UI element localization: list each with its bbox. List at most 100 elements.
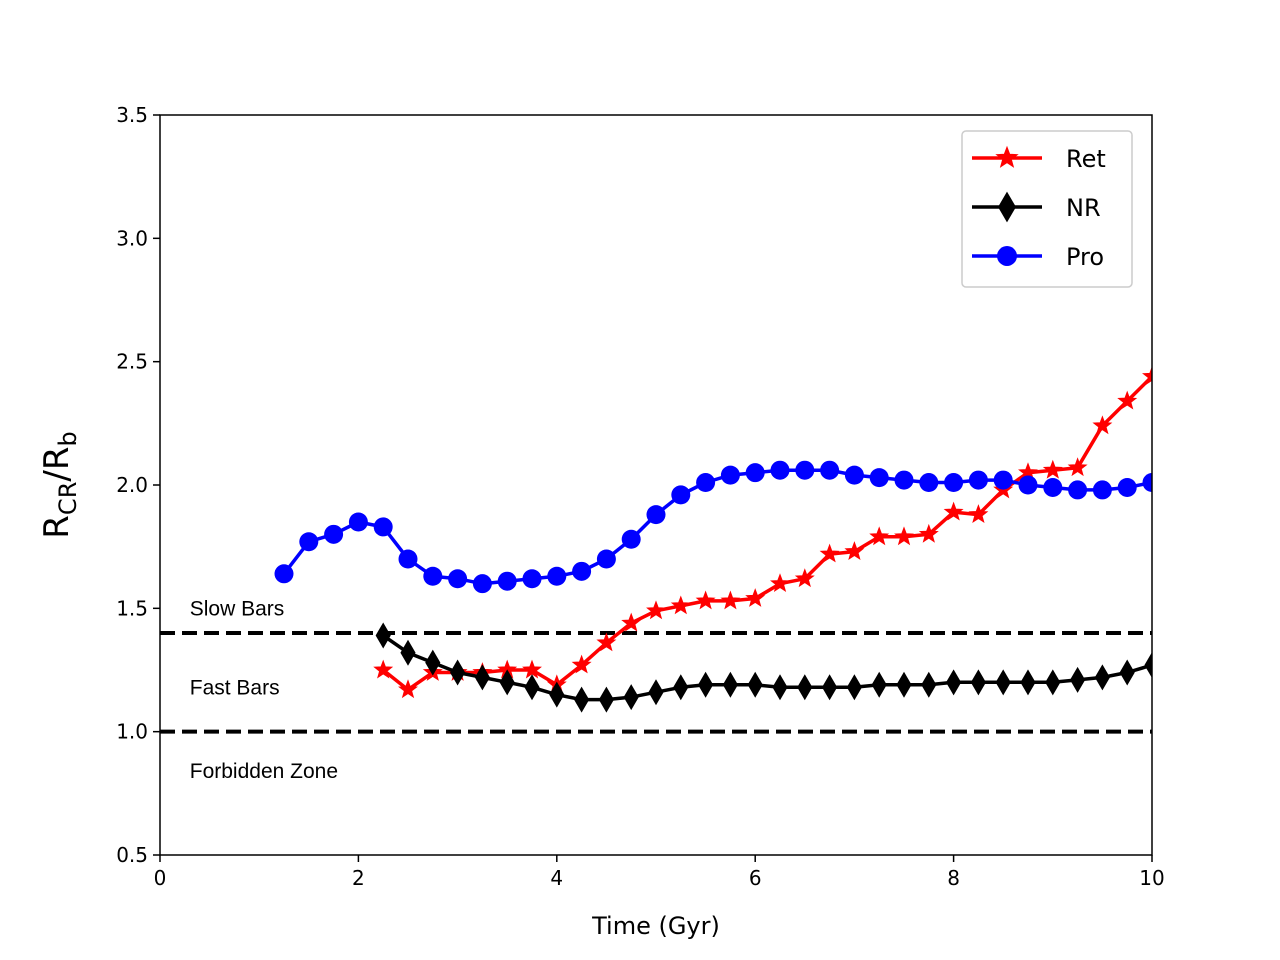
data-point-pro — [497, 571, 517, 591]
data-point-ret — [1142, 366, 1152, 385]
data-point-pro — [547, 566, 567, 586]
data-point-nr — [921, 671, 937, 698]
data-point-nr — [648, 679, 664, 706]
data-point-nr — [1094, 664, 1110, 691]
x-tick-label: 2 — [352, 866, 365, 890]
y-axis-title: RCR/Rb — [37, 431, 82, 538]
data-point-pro — [770, 460, 790, 480]
x-tick-label: 6 — [749, 866, 762, 890]
series-ret — [373, 366, 1152, 699]
legend: Ret NR Pro — [961, 130, 1133, 288]
data-point-nr — [1119, 659, 1135, 686]
data-point-pro — [968, 470, 988, 490]
legend-label: Pro — [1066, 243, 1104, 271]
data-point-ret — [398, 679, 418, 699]
data-point-pro — [993, 470, 1013, 490]
data-point-pro — [522, 569, 542, 589]
data-point-pro — [944, 473, 964, 493]
legend-marker-pro — [997, 246, 1017, 266]
data-point-pro — [324, 524, 344, 544]
data-point-pro — [894, 470, 914, 490]
annotation-forbidden-zone: Forbidden Zone — [190, 760, 338, 783]
annotation-slow-bars: Slow Bars — [190, 597, 285, 620]
data-point-ret — [968, 504, 989, 524]
legend-marker-ret — [995, 145, 1019, 168]
data-point-ret — [1067, 457, 1088, 477]
y-tick-label: 3.0 — [116, 226, 148, 250]
data-point-pro — [472, 574, 492, 594]
data-point-nr — [896, 671, 912, 698]
y-tick-label: 1.0 — [116, 720, 148, 744]
data-point-ret — [894, 526, 914, 546]
data-point-pro — [646, 505, 666, 525]
data-point-pro — [671, 485, 691, 505]
data-point-pro — [869, 468, 889, 488]
y-tick-label: 0.5 — [116, 843, 148, 867]
data-point-nr — [970, 669, 986, 696]
data-point-nr — [772, 674, 788, 701]
data-point-ret — [670, 595, 691, 615]
data-point-nr — [375, 622, 391, 649]
data-point-nr — [1070, 666, 1086, 693]
x-axis: 0 2 4 6 8 10 — [154, 855, 1165, 890]
data-point-pro — [844, 465, 864, 485]
data-point-pro — [572, 561, 592, 581]
y-axis-title-sub-b: b — [54, 431, 82, 446]
data-point-nr — [598, 686, 614, 713]
data-point-pro — [448, 569, 468, 589]
data-point-nr — [1020, 669, 1036, 696]
legend-box — [961, 130, 1133, 288]
y-axis-title-sub-cr: CR — [54, 482, 82, 515]
y-tick-label: 2.0 — [116, 473, 148, 497]
data-point-pro — [745, 463, 765, 483]
data-point-nr — [871, 671, 887, 698]
x-axis-title: Time (Gyr) — [591, 912, 720, 940]
data-point-pro — [720, 465, 740, 485]
data-point-nr — [722, 671, 738, 698]
data-point-ret — [918, 523, 939, 543]
data-point-pro — [1068, 480, 1088, 500]
y-axis-title-mid: /R — [37, 447, 77, 482]
series-layer — [274, 366, 1152, 713]
data-point-nr — [499, 669, 515, 696]
legend-entry-pro: Pro — [972, 243, 1104, 271]
data-point-pro — [274, 564, 294, 584]
legend-entry-nr: NR — [972, 191, 1101, 223]
data-point-nr — [797, 674, 813, 701]
data-point-nr — [698, 671, 714, 698]
data-point-pro — [795, 460, 815, 480]
data-point-pro — [299, 532, 319, 552]
legend-marker-nr — [998, 191, 1016, 223]
data-point-ret — [596, 632, 617, 652]
y-tick-label: 3.5 — [116, 103, 148, 127]
y-axis-title-main: R — [37, 515, 77, 539]
reference-lines — [160, 631, 1152, 734]
data-point-ret — [869, 526, 890, 546]
data-point-ret — [794, 568, 815, 588]
data-point-ret — [646, 600, 666, 620]
series-pro — [274, 460, 1152, 594]
data-point-nr — [474, 664, 490, 691]
data-point-pro — [348, 512, 368, 532]
x-tick-label: 0 — [154, 866, 167, 890]
data-point-nr — [524, 674, 540, 701]
data-point-pro — [373, 517, 393, 537]
data-point-nr — [846, 674, 862, 701]
data-point-pro — [1018, 475, 1038, 495]
data-point-ret — [621, 612, 642, 632]
data-point-pro — [919, 473, 939, 493]
data-point-nr — [1144, 652, 1152, 679]
data-point-pro — [423, 566, 443, 586]
data-point-ret — [819, 543, 840, 563]
annotation-fast-bars: Fast Bars — [190, 676, 280, 699]
legend-entry-ret: Ret — [972, 145, 1106, 173]
data-point-pro — [621, 529, 641, 549]
data-point-pro — [596, 549, 616, 569]
y-tick-label: 2.5 — [116, 350, 148, 374]
data-point-nr — [822, 674, 838, 701]
data-point-ret — [1092, 415, 1113, 435]
y-tick-label: 1.5 — [116, 596, 148, 620]
data-point-ret — [844, 541, 865, 561]
data-point-pro — [398, 549, 418, 569]
